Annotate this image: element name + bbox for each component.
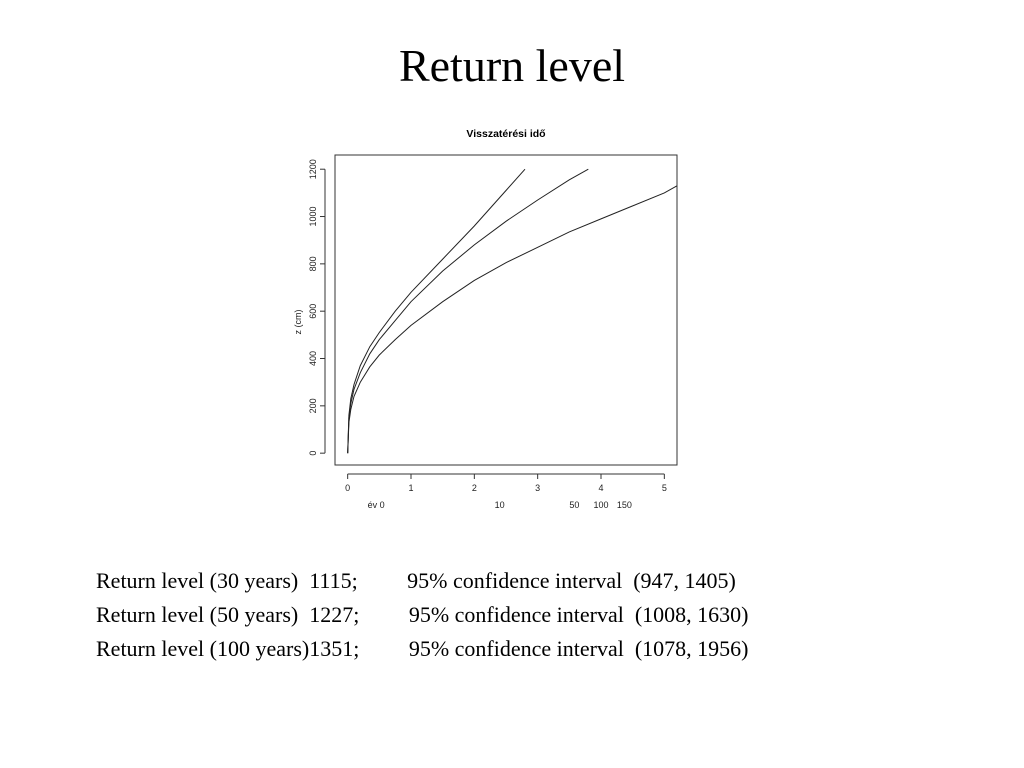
stat-line-30-years: Return level (30 years) 1115; 95% confid… [96,568,736,593]
x-tick-label: 0 [345,483,350,493]
x-tick-label: 3 [535,483,540,493]
stat-line-50-years: Return level (50 years) 1227; 95% confid… [96,602,749,627]
x-tick-label: 1 [408,483,413,493]
secondary-x-label: év 0 [368,500,385,510]
series-line [347,168,526,454]
secondary-x-labels: év 0 10 50 100 150 [368,500,632,510]
secondary-x-label: 100 [593,500,608,510]
x-axis: 0 1 2 3 4 5 [345,473,667,493]
y-tick-label: 200 [308,398,318,413]
y-tick-label: 0 [308,451,318,456]
stat-line-100-years: Return level (100 years)1351; 95% confid… [96,636,749,661]
y-axis: 0 200 400 600 800 1000 1200 [308,159,326,456]
secondary-x-label: 50 [569,500,579,510]
y-tick-label: 1000 [308,207,318,227]
y-axis-label: z (cm) [293,310,303,335]
slide-title: Return level [398,40,626,91]
secondary-x-label: 150 [617,500,632,510]
series-line [347,185,678,454]
y-tick-label: 1200 [308,159,318,179]
y-tick-label: 400 [308,351,318,366]
y-tick-label: 600 [308,304,318,319]
x-tick-label: 5 [662,483,667,493]
y-tick-label: 800 [308,256,318,271]
secondary-x-label: 10 [495,500,505,510]
plot-frame [334,154,678,466]
series-layer [347,168,678,454]
return-level-stats: Return level (30 years) 1115; 95% confid… [96,564,748,666]
x-tick-label: 4 [598,483,603,493]
chart-title: Visszatérési idő [466,128,545,140]
series-line [347,168,589,454]
x-tick-label: 2 [472,483,477,493]
